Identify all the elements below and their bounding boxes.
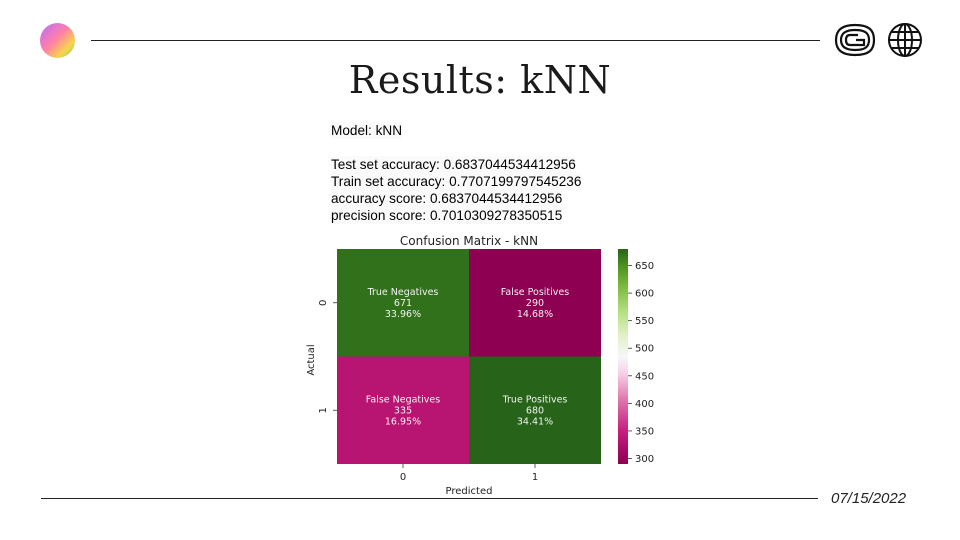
y-axis-label: Actual (306, 344, 317, 375)
heatmap-cell (469, 356, 601, 464)
confusion-matrix-chart: Confusion Matrix - kNN True Negatives671… (306, 234, 654, 497)
x-tick-label: 1 (532, 472, 538, 483)
slide-title: Results: kNN (348, 58, 612, 102)
heatmap-cell (337, 356, 469, 464)
chart-title: Confusion Matrix - kNN (400, 234, 538, 248)
slide-date: 07/15/2022 (831, 490, 907, 507)
colorbar (618, 249, 628, 464)
top-divider (91, 40, 820, 41)
train-accuracy-text: Train set accuracy: 0.7707199797545236 (331, 173, 582, 190)
cell-count: 671 (394, 298, 412, 309)
cell-percent: 33.96% (385, 309, 421, 320)
colorbar-tick-label: 550 (635, 316, 654, 327)
cell-count: 680 (526, 405, 544, 416)
colorbar-tick-label: 350 (635, 426, 654, 437)
colorbar-tick-label: 450 (635, 371, 654, 382)
bottom-divider (41, 498, 818, 499)
y-tick-label: 1 (318, 407, 329, 413)
test-accuracy-text: Test set accuracy: 0.6837044534412956 (331, 156, 576, 173)
cell-count: 335 (394, 405, 412, 416)
model-name-text: Model: kNN (331, 122, 403, 139)
brand-mark-icon (834, 23, 876, 57)
x-tick-label: 0 (400, 472, 406, 483)
colorbar-tick-label: 400 (635, 399, 654, 410)
logo-gradient-circle (40, 23, 75, 58)
colorbar-tick-label: 600 (635, 289, 654, 300)
heatmap-cell (337, 249, 469, 357)
cell-percent: 14.68% (517, 309, 553, 320)
precision-score-text: precision score: 0.7010309278350515 (331, 207, 563, 224)
cell-label: False Negatives (366, 394, 441, 405)
y-tick-label: 0 (318, 300, 329, 306)
colorbar-tick-label: 300 (635, 454, 654, 465)
globe-icon (888, 23, 922, 57)
cell-percent: 34.41% (517, 416, 553, 427)
colorbar-tick-label: 650 (635, 261, 654, 272)
cell-percent: 16.95% (385, 416, 421, 427)
cell-label: False Positives (501, 287, 569, 298)
cell-count: 290 (526, 298, 544, 309)
cell-label: True Positives (502, 394, 568, 405)
heatmap-cell (469, 249, 601, 357)
x-axis-label: Predicted (446, 486, 493, 497)
cell-label: True Negatives (367, 287, 439, 298)
accuracy-score-text: accuracy score: 0.6837044534412956 (331, 190, 563, 207)
colorbar-tick-label: 500 (635, 344, 654, 355)
